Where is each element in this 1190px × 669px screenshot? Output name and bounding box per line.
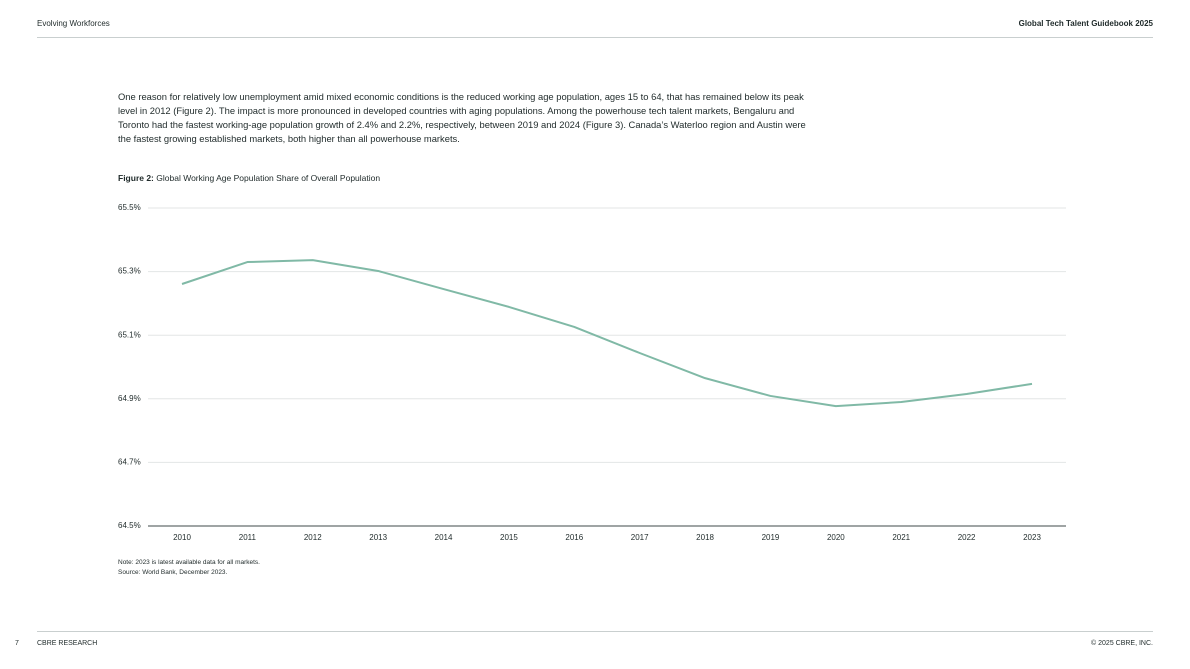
x-tick-label: 2020 xyxy=(827,533,845,542)
copyright: © 2025 CBRE, INC. xyxy=(1091,640,1153,647)
footer-rule xyxy=(37,631,1153,632)
brand: CBRE RESEARCH xyxy=(37,640,98,647)
header-rule xyxy=(37,37,1153,38)
figure-label: Figure 2: xyxy=(118,173,154,183)
y-tick-label: 64.9% xyxy=(118,394,141,403)
body-paragraph: One reason for relatively low unemployme… xyxy=(118,91,806,144)
publication-title: Global Tech Talent Guidebook 2025 xyxy=(1018,19,1153,28)
x-tick-label: 2021 xyxy=(892,533,910,542)
x-tick-label: 2017 xyxy=(631,533,649,542)
x-tick-label: 2015 xyxy=(500,533,518,542)
source: Source: World Bank, December 2023. xyxy=(118,569,228,576)
y-tick-label: 65.3% xyxy=(118,267,141,276)
section-title: Evolving Workforces xyxy=(37,19,110,28)
x-tick-label: 2011 xyxy=(239,533,257,542)
x-tick-label: 2023 xyxy=(1023,533,1041,542)
data-line xyxy=(181,259,1033,408)
x-tick-label: 2019 xyxy=(762,533,780,542)
x-tick-label: 2014 xyxy=(435,533,453,542)
x-tick-label: 2013 xyxy=(369,533,387,542)
x-tick-label: 2010 xyxy=(173,533,191,542)
figure-caption: Figure 2: Global Working Age Population … xyxy=(118,173,380,183)
x-tick-label: 2016 xyxy=(565,533,583,542)
y-tick-label: 64.7% xyxy=(118,458,141,467)
y-tick-label: 65.5% xyxy=(118,203,141,212)
y-tick-label: 64.5% xyxy=(118,521,141,530)
x-tick-label: 2018 xyxy=(696,533,714,542)
y-tick-label: 65.1% xyxy=(118,330,141,339)
figure-title: Global Working Age Population Share of O… xyxy=(156,173,381,183)
note: Note: 2023 is latest available data for … xyxy=(118,559,260,566)
x-tick-label: 2012 xyxy=(304,533,322,542)
x-tick-label: 2022 xyxy=(958,533,976,542)
page-number: 7 xyxy=(15,640,19,647)
